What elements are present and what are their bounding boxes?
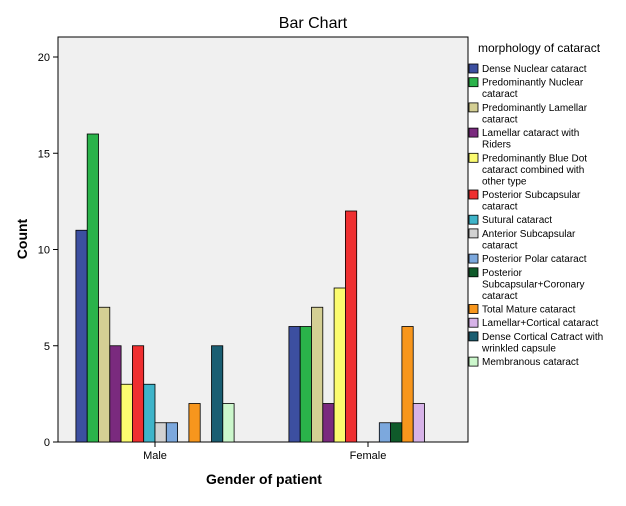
legend-label: Lamellar+Cortical cataract [482,318,599,329]
bar [143,383,156,443]
legend-label: Lamellar cataract with [482,128,579,139]
legend-swatch [468,253,479,264]
legend-swatch [468,267,479,278]
y-axis-label: Count [14,218,30,259]
bar [86,133,99,443]
x-tick-label: Male [143,450,167,462]
plot-area [57,36,469,443]
legend-label: Membranous cataract [482,357,579,368]
legend-swatch [468,152,479,163]
bar [188,403,201,443]
legend-swatch [468,331,479,342]
bar [109,345,122,443]
bar [401,326,414,443]
legend: Dense Nuclear cataract Predominantly Nucl… [468,63,603,368]
bar [211,345,224,443]
legend-label: Riders [482,140,511,151]
legend-label: Dense Cortical Catract with [482,332,603,343]
bar [311,306,324,443]
legend-label: Subcapsular+Coronary [482,279,585,290]
legend-label: cataract [482,291,518,302]
legend-label: Predominantly Lamellar [482,103,588,114]
legend-label: Sutural cataract [482,215,552,226]
bar [165,422,179,443]
bar [288,326,301,443]
bar [344,210,358,443]
bars-group [75,133,425,443]
legend-label: Anterior Subcapsular [482,229,576,240]
bar [75,229,88,443]
bar [222,403,235,443]
bar [412,403,425,443]
legend-swatch [468,356,479,367]
y-tick-label: 0 [44,437,50,449]
legend-swatch [468,63,479,74]
legend-label: cataract combined with [482,165,584,176]
bar [322,403,335,443]
x-axis-label: Gender of patient [206,471,322,487]
legend-label: Posterior [482,268,523,279]
legend-label: cataract [482,114,518,125]
legend-swatch [468,102,479,113]
legend-label: Posterior Polar cataract [482,254,587,265]
legend-swatch [468,127,479,138]
legend-swatch [468,304,479,314]
bar [333,287,346,443]
legend-label: cataract [482,89,518,100]
y-tick-label: 5 [44,341,50,353]
legend-label: Total Mature cataract [482,305,576,316]
y-axis: 0 5 10 15 20 [38,52,58,449]
bar [154,422,167,443]
y-tick-label: 15 [38,148,50,160]
legend-label: wrinkled capsule [481,343,556,354]
legend-label: Dense Nuclear cataract [482,64,587,75]
bar [390,422,403,443]
legend-label: cataract [482,202,518,213]
x-tick-label: Female [350,450,387,462]
legend-swatch [468,228,479,239]
bar [120,383,133,443]
legend-swatch [468,317,479,328]
legend-swatch [468,189,479,200]
legend-swatch [468,214,479,225]
legend-label: Predominantly Nuclear [482,78,584,89]
bar [299,326,312,443]
legend-label: cataract [482,240,518,251]
legend-label: other type [482,176,527,187]
bar [98,306,111,443]
legend-label: Posterior Subcapsular [482,190,581,201]
y-tick-label: 20 [38,52,50,64]
legend-swatch [468,77,479,88]
bar [131,345,145,443]
x-axis: Male Female [143,442,386,462]
legend-label: Predominantly Blue Dot [482,153,587,164]
bar [378,422,391,443]
y-tick-label: 10 [38,245,50,257]
legend-title: morphology of cataract [478,41,601,55]
chart-title: Bar Chart [279,15,348,32]
